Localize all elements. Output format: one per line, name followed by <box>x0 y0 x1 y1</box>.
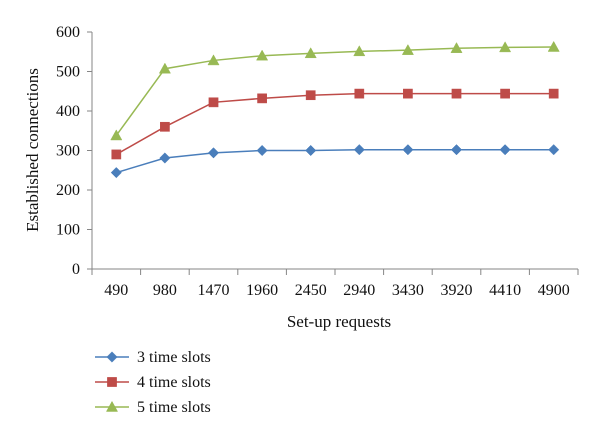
legend-swatch-marker <box>106 351 118 363</box>
data-point <box>257 93 267 104</box>
legend-label: 5 time slots <box>137 399 211 416</box>
data-point <box>548 88 559 99</box>
series-line <box>115 92 554 156</box>
data-point <box>499 144 511 156</box>
legend-label: 3 time slots <box>137 349 211 366</box>
chart-axes: 0 100 200 300 400 500 600 490 980 1470 1960 2450 294… <box>56 24 579 299</box>
y-tick-label: 400 <box>56 103 80 120</box>
y-tick-label: 0 <box>72 261 80 278</box>
y-tick-label: 200 <box>56 182 80 199</box>
legend-swatch-marker <box>107 377 117 387</box>
data-point <box>499 41 512 53</box>
legend-label: 4 time slots <box>137 374 211 391</box>
data-point <box>111 149 122 160</box>
y-tick-label: 300 <box>56 143 80 160</box>
series-2 <box>111 88 559 160</box>
legend-item: 4 time slots <box>95 374 211 391</box>
data-point <box>160 121 170 132</box>
data-point <box>403 88 413 99</box>
data-point <box>304 47 317 59</box>
y-axis-title: Established connections <box>23 68 42 232</box>
data-point <box>450 42 463 53</box>
x-tick-label: 3430 <box>392 282 424 299</box>
data-point <box>305 90 316 101</box>
data-point <box>401 44 414 55</box>
y-tick-label: 100 <box>56 222 80 239</box>
data-point <box>500 88 510 99</box>
series-line <box>116 148 554 174</box>
series-line <box>115 46 554 136</box>
series-1 <box>110 144 560 179</box>
x-tick-label: 4900 <box>538 282 570 299</box>
data-point <box>451 88 462 99</box>
legend-item: 3 time slots <box>95 349 211 366</box>
x-tick-label: 1470 <box>198 282 230 299</box>
data-point <box>354 88 365 99</box>
data-point <box>159 152 171 164</box>
legend-item: 5 time slots <box>95 399 211 416</box>
x-tick-label: 2450 <box>295 282 327 299</box>
x-axis-title: Set-up requests <box>287 312 391 331</box>
x-tick-label: 2940 <box>343 282 375 299</box>
x-tick-label: 490 <box>104 282 128 299</box>
data-point <box>110 167 122 179</box>
data-point <box>402 144 414 156</box>
data-point <box>158 62 171 74</box>
data-point <box>207 147 220 159</box>
data-point <box>547 40 560 52</box>
legend-swatch-marker <box>105 400 119 412</box>
data-point <box>353 45 366 57</box>
data-point <box>256 144 268 157</box>
series-3 <box>110 40 560 141</box>
data-point <box>305 144 317 157</box>
y-tick-label: 600 <box>56 24 80 41</box>
y-tick-label: 500 <box>56 64 80 81</box>
data-point <box>353 144 365 156</box>
data-point <box>207 54 220 66</box>
data-point <box>256 49 269 61</box>
data-point <box>110 129 123 141</box>
chart-series <box>110 40 560 179</box>
x-tick-label: 3920 <box>441 282 473 299</box>
x-tick-label: 4410 <box>489 282 521 299</box>
x-tick-label: 980 <box>153 282 177 299</box>
data-point <box>450 144 463 156</box>
data-point <box>208 97 219 108</box>
legend: 3 time slots 4 time slots 5 time slots <box>95 349 211 416</box>
x-tick-label: 1960 <box>246 282 278 299</box>
data-point <box>548 144 560 156</box>
